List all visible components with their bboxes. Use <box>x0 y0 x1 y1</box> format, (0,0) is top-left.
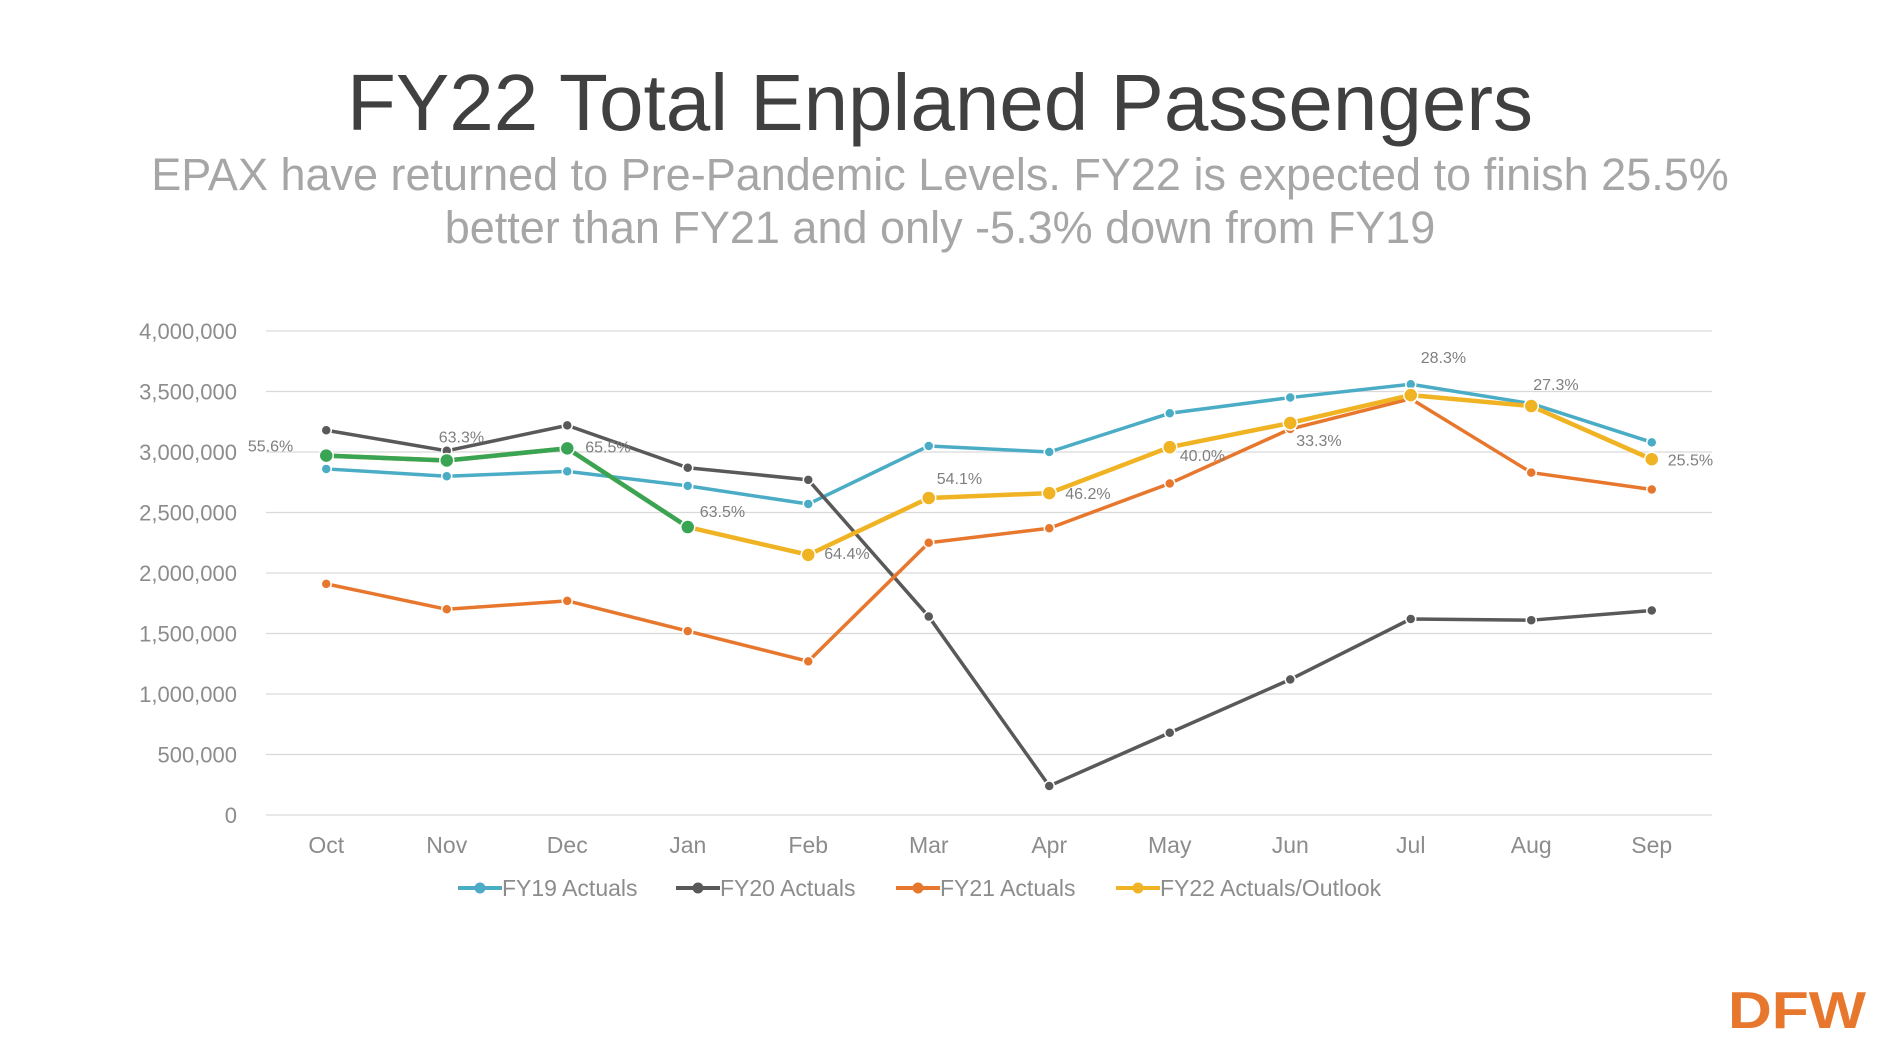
data-point <box>441 603 453 616</box>
data-point <box>1043 522 1055 534</box>
data-point <box>802 474 814 486</box>
y-tick-label: 0 <box>225 803 237 828</box>
data-point <box>923 537 935 549</box>
data-label: 28.3% <box>1421 350 1466 367</box>
data-point <box>802 498 814 510</box>
x-tick-label: Feb <box>788 832 828 858</box>
subtitle-line-1: EPAX have returned to Pre-Pandemic Level… <box>151 149 1729 200</box>
data-point <box>680 519 696 535</box>
x-tick-label: Jul <box>1396 832 1425 858</box>
data-label: 64.4% <box>824 546 869 563</box>
data-point <box>1282 415 1298 431</box>
data-point <box>802 655 814 668</box>
data-point <box>800 547 816 563</box>
data-point <box>921 490 937 506</box>
data-label: 54.1% <box>937 471 982 488</box>
data-point <box>561 465 573 478</box>
dfw-logo-text: DFW <box>1728 984 1867 1034</box>
x-tick-label: Oct <box>308 832 344 858</box>
data-point <box>923 440 935 452</box>
data-point <box>682 461 694 474</box>
data-point <box>320 463 332 475</box>
x-tick-label: Apr <box>1031 832 1067 858</box>
page-subtitle: EPAX have returned to Pre-Pandemic Level… <box>0 148 1880 254</box>
dfw-logo: DFW <box>1728 984 1867 1034</box>
data-label: 27.3% <box>1533 377 1578 394</box>
data-point <box>1523 398 1539 414</box>
x-tick-label: Nov <box>426 832 467 858</box>
data-point <box>1162 439 1178 455</box>
data-label: 63.5% <box>700 504 745 521</box>
legend-marker <box>1132 882 1144 894</box>
legend-marker <box>474 882 486 894</box>
data-label: 63.3% <box>439 429 484 446</box>
data-point <box>923 610 935 623</box>
subtitle-line-2: better than FY21 and only -5.3% down fro… <box>444 202 1436 253</box>
data-point <box>1043 780 1055 792</box>
y-tick-label: 4,000,000 <box>139 319 237 344</box>
data-point <box>1646 483 1658 496</box>
x-tick-label: May <box>1148 832 1192 858</box>
data-point <box>1164 726 1176 739</box>
data-point <box>1041 485 1057 501</box>
data-point <box>1646 436 1658 449</box>
data-point <box>1403 387 1419 403</box>
x-tick-label: Jun <box>1272 832 1309 858</box>
legend-marker <box>692 882 704 894</box>
series-line <box>325 423 1652 788</box>
page-title: FY22 Total Enplaned Passengers <box>347 58 1533 147</box>
data-point <box>1525 614 1537 626</box>
data-point <box>682 480 694 492</box>
x-tick-label: Aug <box>1511 832 1552 858</box>
data-label: 46.2% <box>1065 486 1110 503</box>
data-point <box>1284 673 1296 686</box>
data-point <box>441 470 453 482</box>
data-label: 25.5% <box>1668 452 1713 469</box>
series-line <box>326 392 1653 558</box>
data-point <box>1284 391 1296 404</box>
data-point <box>561 419 573 432</box>
x-tick-label: Dec <box>547 832 588 858</box>
data-point <box>439 452 455 469</box>
series-line <box>325 397 1652 664</box>
data-point <box>1043 446 1055 458</box>
data-point <box>1644 451 1660 468</box>
x-tick-label: Sep <box>1631 832 1672 858</box>
x-tick-label: Jan <box>669 832 706 858</box>
data-label: 40.0% <box>1180 448 1225 465</box>
legend-label: FY21 Actuals <box>940 875 1076 901</box>
series-line <box>326 382 1653 506</box>
data-point <box>1164 477 1176 490</box>
legend-marker <box>912 882 924 894</box>
data-point <box>559 440 575 457</box>
data-point <box>320 578 332 590</box>
y-tick-label: 3,500,000 <box>139 380 237 405</box>
series-line-actuals <box>326 446 689 529</box>
data-point <box>1525 466 1537 479</box>
y-tick-label: 3,000,000 <box>139 440 237 465</box>
data-label: 65.5% <box>585 439 630 456</box>
data-point <box>561 595 573 607</box>
y-tick-label: 500,000 <box>157 743 237 768</box>
data-label: 33.3% <box>1296 433 1341 450</box>
x-tick-label: Mar <box>909 832 949 858</box>
data-point <box>320 424 332 436</box>
y-tick-label: 1,000,000 <box>139 682 237 707</box>
data-point <box>682 625 694 637</box>
y-tick-label: 2,000,000 <box>139 561 237 586</box>
legend-label: FY22 Actuals/Outlook <box>1160 875 1382 901</box>
data-point <box>1405 613 1417 625</box>
legend-label: FY19 Actuals <box>502 875 638 901</box>
data-label: 55.6% <box>248 439 293 456</box>
data-point <box>1646 604 1658 617</box>
data-point <box>318 447 334 464</box>
legend-label: FY20 Actuals <box>720 875 856 901</box>
y-tick-label: 1,500,000 <box>139 622 237 647</box>
data-point <box>1164 407 1176 420</box>
y-tick-label: 2,500,000 <box>139 501 237 526</box>
